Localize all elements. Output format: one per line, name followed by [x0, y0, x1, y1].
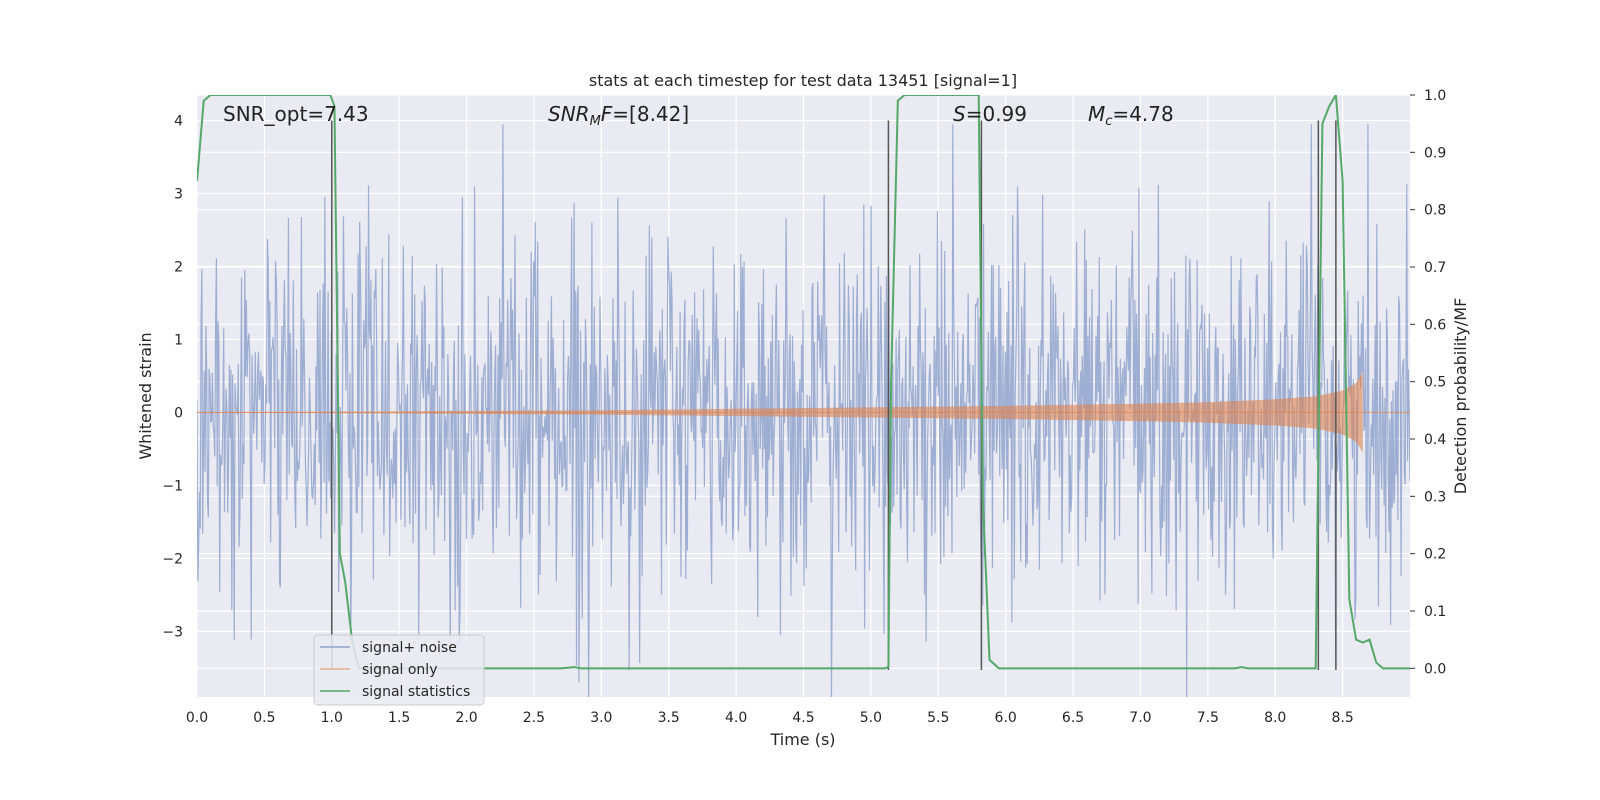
y-right-tick-label-5: 0.5 — [1424, 375, 1446, 391]
x-tick-label-12: 6.0 — [995, 710, 1017, 726]
x-tick-label-16: 8.0 — [1264, 710, 1286, 726]
x-tick-label-13: 6.5 — [1062, 710, 1084, 726]
y-right-tick-label-9: 0.9 — [1424, 145, 1446, 161]
y-right-tick-label-8: 0.8 — [1424, 203, 1446, 219]
y-right-tick-label-7: 0.7 — [1424, 260, 1446, 276]
y-left-tick-label-7: 4 — [174, 114, 183, 130]
annotation-mc-suffix: = — [1112, 102, 1129, 126]
legend-label-signal-only: signal only — [362, 662, 437, 678]
x-axis-label: Time (s) — [769, 730, 835, 749]
y-right-tick-label-0: 0.0 — [1424, 661, 1446, 677]
y-right-tick-label-10: 1.0 — [1424, 88, 1446, 104]
legend-label-signal-statistics: signal statistics — [362, 684, 470, 700]
annotation-snr-mf-value: [8.42] — [629, 102, 689, 126]
series-signal-noise — [197, 124, 1410, 697]
annotation-mc-value: 4.78 — [1129, 102, 1174, 126]
y-left-tick-label-5: 2 — [174, 259, 183, 275]
x-tick-label-9: 4.5 — [792, 710, 814, 726]
y-right-tick-label-3: 0.3 — [1424, 489, 1446, 505]
annotation-snr-opt-value: 7.43 — [324, 102, 369, 126]
annotation-snr-mf-symbol: SNR — [548, 102, 590, 126]
annotation-snr-opt-prefix: SNR_opt= — [223, 102, 324, 126]
x-tick-label-7: 3.5 — [658, 710, 680, 726]
y-axis-right-label: Detection probability/MF — [1451, 298, 1470, 495]
x-tick-label-0: 0.0 — [186, 710, 208, 726]
series-signal-only — [197, 372, 1410, 453]
y-right-tick-label-4: 0.4 — [1424, 432, 1446, 448]
x-tick-label-10: 5.0 — [860, 710, 882, 726]
annotation-mc-symbol: M — [1088, 102, 1105, 126]
y-left-tick-label-2: −1 — [162, 478, 183, 494]
y-left-tick-label-6: 3 — [174, 187, 183, 203]
y-axis-right-ticks: 0.0 0.1 0.2 0.3 0.4 0.5 0.6 0.7 0.8 0.9 1.0 — [1410, 88, 1446, 677]
x-tick-label-6: 3.0 — [590, 710, 612, 726]
y-left-tick-label-3: 0 — [174, 405, 183, 421]
annotation-s-value: 0.99 — [982, 102, 1027, 126]
y-left-tick-label-1: −2 — [162, 551, 183, 567]
legend-label-signal-noise: signal+ noise — [362, 640, 457, 656]
signal-noise-line — [197, 124, 1410, 697]
annotation-snr-mf-subscript: M — [590, 114, 601, 129]
annotation-snr-opt: SNR_opt=7.43 — [223, 102, 369, 126]
x-tick-label-8: 4.0 — [725, 710, 747, 726]
x-tick-label-2: 1.0 — [321, 710, 343, 726]
y-axis-left-label: Whitened strain — [136, 332, 155, 459]
y-left-tick-label-4: 1 — [174, 332, 183, 348]
chart-title: stats at each timestep for test data 134… — [589, 71, 1017, 90]
x-tick-label-17: 8.5 — [1331, 710, 1353, 726]
x-tick-label-1: 0.5 — [253, 710, 275, 726]
signal-statistics-line — [197, 95, 1410, 670]
annotation-snr-mf-suffix-letter: F= — [601, 102, 629, 126]
y-right-tick-label-2: 0.2 — [1424, 547, 1446, 563]
y-axis-left-ticks: −3 −2 −1 0 1 2 3 4 — [162, 114, 183, 641]
x-tick-label-4: 2.0 — [455, 710, 477, 726]
annotation-mc: Mc=4.78 — [1088, 102, 1174, 129]
x-tick-label-3: 1.5 — [388, 710, 410, 726]
annotation-mc-subscript: c — [1105, 114, 1112, 129]
x-tick-label-5: 2.5 — [523, 710, 545, 726]
x-axis-ticks: 0.0 0.5 1.0 1.5 2.0 2.5 3.0 3.5 4.0 4.5 5.0 5.5 6.0 6… — [186, 710, 1354, 726]
legend-box — [313, 634, 485, 706]
annotation-s: S=0.99 — [953, 102, 1027, 126]
y-right-tick-label-1: 0.1 — [1424, 604, 1446, 620]
annotation-s-symbol: S — [953, 102, 966, 126]
annotation-s-suffix: = — [966, 102, 983, 126]
x-tick-label-15: 7.5 — [1197, 710, 1219, 726]
y-left-tick-label-0: −3 — [162, 624, 183, 640]
y-right-tick-label-6: 0.6 — [1424, 317, 1446, 333]
x-tick-label-11: 5.5 — [927, 710, 949, 726]
annotation-snr-mf: SNRMF=[8.42] — [548, 102, 689, 129]
series-signal-statistics — [197, 95, 1410, 670]
legend: signal+ noise signal only signal statist… — [313, 634, 485, 706]
x-tick-label-14: 7.0 — [1129, 710, 1151, 726]
